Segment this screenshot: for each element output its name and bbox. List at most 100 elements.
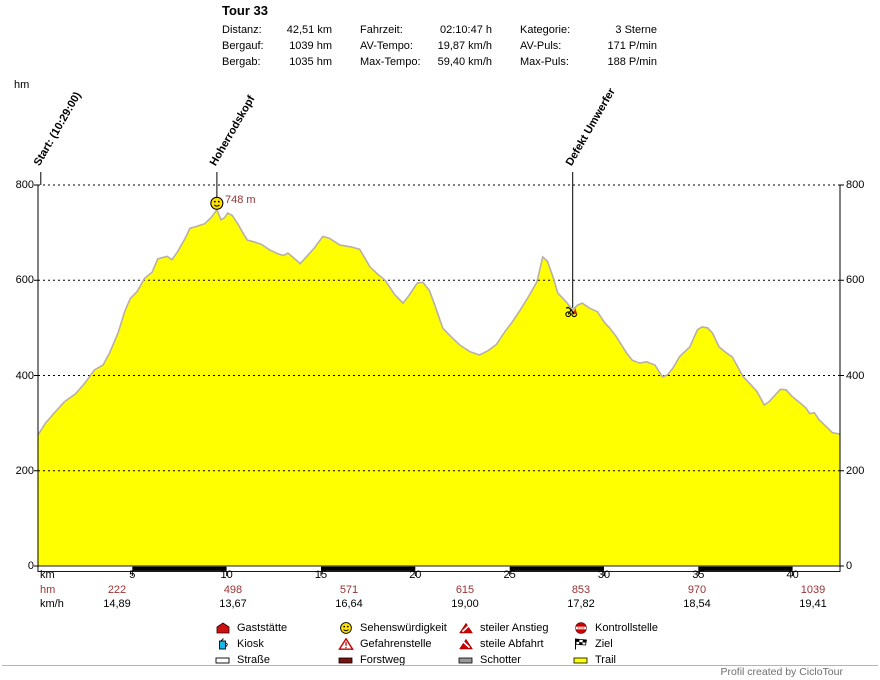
y-axis-unit-label: hm [14, 79, 30, 91]
hm-value: 1039 [800, 584, 826, 596]
road-icon [215, 654, 231, 666]
legend-label: Forstweg [360, 654, 406, 666]
x-tick-label: 30 [597, 569, 611, 581]
stat-value: 1039 hm [289, 40, 332, 52]
stat-row: Fahrzeit: 02:10:47 h [360, 22, 492, 38]
peak-elevation-label: 748 m [225, 194, 256, 206]
breakdown-icon [565, 306, 578, 318]
y-tick-label: 600 [15, 274, 34, 287]
steep-climb-icon [458, 622, 474, 634]
x-axis-unit-label: km [40, 569, 55, 581]
legend-item: Gefahrenstelle [338, 637, 432, 651]
stats-column: Fahrzeit: 02:10:47 h AV-Tempo: 19,87 km/h Ma… [360, 22, 492, 70]
finish-flag-icon [573, 638, 589, 650]
hm-row-label: hm [40, 584, 56, 596]
y-tick-label: 200 [15, 464, 34, 477]
legend-item: STOP Kontrollstelle [573, 621, 658, 635]
stat-label: Max-Tempo: [360, 56, 421, 68]
stat-label: Fahrzeit: [360, 24, 403, 36]
legend-label: Sehenswürdigkeit [360, 622, 447, 634]
stat-label: Kategorie: [520, 24, 571, 36]
kmh-value: 16,64 [335, 598, 363, 610]
legend-label: Straße [237, 654, 271, 666]
kmh-values-row: 14,89 13,67 16,64 19,00 17,82 18,54 19,41 [59, 598, 871, 611]
legend-item: Schotter [458, 653, 521, 667]
hm-value: 498 [223, 584, 243, 596]
hm-value: 222 [107, 584, 127, 596]
stats-column: Distanz: 42,51 km Bergauf: 1039 hm Bergab: 10… [222, 22, 332, 70]
stat-label: Max-Puls: [520, 56, 569, 68]
tour-title: Tour 33 [222, 3, 268, 18]
y-tick-label: 800 [15, 179, 34, 191]
footer-divider [2, 665, 878, 666]
km-scale-bar [37, 565, 841, 572]
stat-row: Kategorie: 3 Sterne [520, 22, 657, 38]
legend-item: Kiosk [215, 637, 264, 651]
x-tick-label: 5 [129, 569, 136, 581]
stat-label: Bergauf: [222, 40, 264, 52]
y-tick-label: 400 [846, 369, 865, 382]
trail-icon [573, 654, 589, 666]
stat-value: 188 P/min [607, 56, 657, 68]
kmh-value: 13,67 [219, 598, 247, 610]
legend-label: Ziel [595, 638, 613, 650]
legend-item: Trail [573, 653, 616, 667]
sight-smiley-icon [210, 196, 224, 210]
stat-value: 3 Sterne [615, 24, 657, 36]
kmh-value: 19,00 [451, 598, 479, 610]
legend-label: Gaststätte [237, 622, 288, 634]
stat-label: AV-Tempo: [360, 40, 413, 52]
stat-label: Distanz: [222, 24, 262, 36]
hm-value: 970 [687, 584, 707, 596]
legend-label: steile Abfahrt [480, 638, 544, 650]
stat-value: 171 P/min [607, 40, 657, 52]
hm-value: 571 [339, 584, 359, 596]
stat-value: 59,40 km/h [437, 56, 492, 68]
hm-value: 853 [571, 584, 591, 596]
stat-row: Max-Puls: 188 P/min [520, 54, 657, 70]
y-tick-label: 200 [846, 464, 865, 477]
steep-descent-icon [458, 638, 474, 650]
stats-column: Kategorie: 3 Sterne AV-Puls: 171 P/min Max-P… [520, 22, 657, 70]
elevation-outline [37, 208, 841, 436]
stat-value: 02:10:47 h [440, 24, 492, 36]
stat-row: Bergauf: 1039 hm [222, 38, 332, 54]
stat-row: AV-Tempo: 19,87 km/h [360, 38, 492, 54]
elevation-area [38, 209, 840, 567]
hm-values-row: 222 498 571 615 853 970 1039 [59, 584, 871, 597]
legend-item: Ziel [573, 637, 613, 651]
y-tick-label: 0 [27, 560, 34, 572]
legend-label: Kontrollstelle [595, 622, 658, 634]
stat-row: AV-Puls: 171 P/min [520, 38, 657, 54]
legend-label: steiler Anstieg [480, 622, 549, 634]
svg-text:STOP: STOP [577, 626, 584, 630]
kmh-row-label: km/h [40, 598, 64, 610]
forest-road-icon [338, 654, 354, 666]
kmh-value: 17,82 [567, 598, 595, 610]
y-tick-label: 600 [846, 274, 865, 287]
x-tick-label: 20 [409, 569, 422, 581]
danger-triangle-icon [338, 638, 354, 650]
x-tick-label: 10 [220, 569, 233, 581]
gravel-icon [458, 654, 474, 666]
legend-item: Gaststätte [215, 621, 287, 635]
y-tick-label: 800 [846, 179, 865, 191]
kmh-value: 19,41 [799, 598, 827, 610]
legend-label: Trail [595, 654, 616, 666]
stat-value: 1035 hm [289, 56, 332, 68]
x-tick-label: 35 [692, 569, 705, 581]
stat-value: 19,87 km/h [437, 40, 492, 52]
credit-text: Profil created by CicloTour [720, 666, 843, 678]
y-tick-label: 0 [846, 560, 853, 572]
hm-value: 615 [455, 584, 475, 596]
legend-item: steile Abfahrt [458, 637, 544, 651]
stat-row: Distanz: 42,51 km [222, 22, 332, 38]
house-icon [215, 622, 231, 634]
stat-row: Bergab: 1035 hm [222, 54, 332, 70]
kiosk-icon [215, 638, 231, 650]
kmh-value: 18,54 [683, 598, 711, 610]
legend-label: Schotter [480, 654, 521, 666]
kmh-value: 14,89 [103, 598, 131, 610]
smiley-icon [338, 622, 354, 634]
